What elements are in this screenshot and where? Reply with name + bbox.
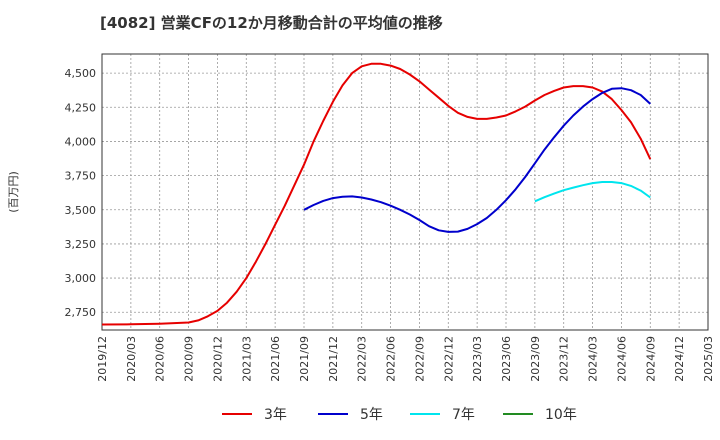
y-tick-label: 4,000 [65, 135, 97, 148]
x-tick-label: 2024/06 [615, 336, 628, 382]
x-tick-label: 2025/03 [702, 336, 715, 382]
y-tick-label: 4,500 [65, 67, 97, 80]
series-layer [101, 62, 652, 326]
x-tick-label: 2024/09 [644, 336, 657, 382]
x-tick-label: 2023/06 [500, 336, 513, 382]
x-tick-label: 2023/09 [529, 336, 542, 382]
y-tick-label: 3,250 [65, 238, 97, 251]
legend-label-1: 5年 [360, 407, 383, 423]
x-tick-label: 2022/09 [413, 336, 426, 382]
x-tick-label: 2021/06 [269, 336, 282, 382]
y-tick-label: 3,500 [65, 204, 97, 217]
series-line-1 [303, 87, 651, 233]
x-tick-label: 2020/06 [154, 336, 167, 382]
x-tick-label: 2023/12 [558, 336, 571, 382]
y-tick-label: 4,250 [65, 101, 97, 114]
legend: 3年 5年 7年 10年 [222, 407, 577, 423]
y-tick-label: 3,750 [65, 170, 97, 183]
x-axis: 2019/12 2020/03 2020/06 2020/09 2020/12 2021/… [96, 336, 715, 382]
legend-label-3: 10年 [545, 407, 577, 423]
grid-lines [101, 54, 709, 330]
x-tick-label: 2022/12 [442, 336, 455, 382]
x-tick-label: 2022/06 [385, 336, 398, 382]
legend-label-2: 7年 [452, 407, 475, 423]
x-tick-label: 2024/12 [673, 336, 686, 382]
y-axis: 2,750 3,000 3,250 3,500 3,750 4,000 4,250 4,500 [65, 67, 97, 319]
plot-frame [101, 53, 709, 331]
x-tick-label: 2021/12 [327, 336, 340, 382]
series-line-2 [534, 181, 651, 203]
x-tick-label: 2020/12 [211, 336, 224, 382]
legend-label-0: 3年 [264, 407, 287, 423]
y-tick-label: 2,750 [65, 306, 97, 319]
y-tick-label: 3,000 [65, 272, 97, 285]
chart-title: [4082] 営業CFの12か月移動合計の平均値の推移 [100, 14, 443, 32]
x-tick-label: 2021/09 [298, 336, 311, 382]
x-tick-label: 2023/03 [471, 336, 484, 382]
x-tick-label: 2021/03 [240, 336, 253, 382]
x-tick-label: 2020/03 [125, 336, 138, 382]
x-tick-label: 2019/12 [96, 336, 109, 382]
x-tick-label: 2024/03 [587, 336, 600, 382]
y-axis-title: (百万円) [7, 171, 20, 213]
x-tick-label: 2022/03 [356, 336, 369, 382]
x-tick-label: 2020/09 [183, 336, 196, 382]
series-line-0 [101, 62, 652, 326]
